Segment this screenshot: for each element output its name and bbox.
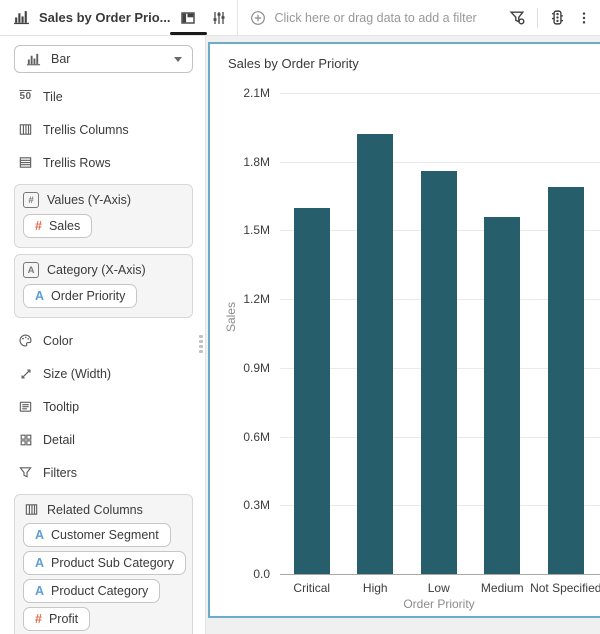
measure-icon: # bbox=[35, 612, 42, 626]
filter-icon[interactable] bbox=[509, 9, 526, 26]
filter-bar[interactable]: Click here or drag data to add a filter bbox=[238, 0, 501, 35]
pill-label: Customer Segment bbox=[51, 528, 159, 542]
chart-type-value: Bar bbox=[51, 52, 71, 66]
funnel-icon bbox=[17, 465, 34, 480]
shelf-label: Tooltip bbox=[43, 399, 80, 414]
section-label: Related Columns bbox=[47, 502, 143, 517]
bar-low[interactable] bbox=[420, 170, 457, 574]
x-axis-tick-label: Critical bbox=[293, 581, 331, 595]
tab-settings-panel[interactable] bbox=[206, 0, 233, 35]
shelf-label: Values (Y-Axis) bbox=[47, 193, 132, 207]
settings-icon[interactable] bbox=[549, 9, 566, 26]
viz-title: Sales by Order Prio... bbox=[39, 10, 171, 25]
pill-product-sub-category[interactable]: A Product Sub Category bbox=[23, 551, 187, 575]
shelf-tile[interactable]: 50 Tile bbox=[14, 80, 193, 113]
y-axis-tick-label: 1.8M bbox=[243, 154, 270, 169]
pill-order-priority[interactable]: A Order Priority bbox=[23, 284, 138, 308]
bar-chart-icon bbox=[13, 9, 30, 26]
bar-not-specified[interactable] bbox=[547, 186, 584, 574]
category-shelf[interactable]: A Category (X-Axis) A Order Priority bbox=[14, 254, 193, 318]
shelf-filters[interactable]: Filters bbox=[14, 456, 193, 489]
bar-chart-icon bbox=[25, 52, 42, 67]
visualization-canvas[interactable]: Sales by Order Priority Sales 0.0 0.3M 0.6… bbox=[208, 42, 600, 618]
x-axis-tick-label: Low bbox=[427, 581, 450, 595]
x-axis-tick-label: Not Specified bbox=[530, 581, 600, 595]
y-axis-tick-label: 1.2M bbox=[243, 292, 270, 307]
shelf-size[interactable]: Size (Width) bbox=[14, 357, 193, 390]
a-box-icon: A bbox=[23, 262, 39, 278]
tile-icon: 50 bbox=[19, 91, 32, 102]
y-axis-tick-label: 0.0 bbox=[253, 567, 270, 581]
attribute-icon: A bbox=[35, 289, 45, 303]
plot-area: 0.0 0.3M 0.6M 0.9M 1.2M 1.5M 1.8M 2.1M Critical H… bbox=[210, 44, 600, 616]
pill-product-category[interactable]: A Product Category bbox=[23, 579, 161, 603]
pill-label: Sales bbox=[48, 219, 81, 233]
tab-grammar-panel[interactable] bbox=[169, 0, 207, 35]
y-axis-tick-label: 2.1M bbox=[243, 86, 270, 100]
chevron-down-icon bbox=[174, 56, 182, 62]
toolbar-actions bbox=[500, 0, 600, 35]
grammar-panel-icon bbox=[180, 10, 196, 26]
trellis-rows-icon bbox=[17, 155, 34, 170]
shelf-label: Filters bbox=[43, 465, 78, 480]
bar-medium[interactable] bbox=[484, 216, 521, 574]
viz-header: Sales by Order Prio... bbox=[0, 0, 238, 35]
pill-label: Profit bbox=[48, 612, 79, 626]
values-shelf[interactable]: # Values (Y-Axis) # Sales bbox=[14, 184, 193, 248]
shelf-label: Color bbox=[43, 333, 73, 348]
related-columns-icon bbox=[23, 502, 39, 517]
gridline bbox=[280, 93, 600, 94]
add-filter-icon bbox=[250, 10, 266, 26]
shelf-label: Size (Width) bbox=[43, 366, 112, 381]
measure-icon: # bbox=[35, 219, 42, 233]
grammar-panel: Bar 50 Tile Trellis Columns Trellis Rows… bbox=[0, 36, 206, 634]
chart-title: Sales by Order Priority bbox=[228, 56, 359, 71]
bar-high[interactable] bbox=[357, 134, 394, 574]
trellis-columns-icon bbox=[17, 122, 34, 137]
detail-grid-icon bbox=[17, 433, 34, 447]
gridline bbox=[280, 161, 600, 163]
sliders-icon bbox=[211, 10, 227, 26]
pill-label: Order Priority bbox=[51, 289, 126, 303]
color-palette-icon bbox=[17, 333, 34, 348]
shelf-trellis-rows[interactable]: Trellis Rows bbox=[14, 146, 193, 179]
x-axis-tick-label: High bbox=[362, 581, 388, 595]
x-axis-tick-label: Medium bbox=[480, 581, 524, 595]
shelf-color[interactable]: Color bbox=[14, 324, 193, 357]
hash-box-icon: # bbox=[23, 192, 39, 208]
toolbar-divider bbox=[537, 7, 538, 28]
panel-resize-handle[interactable] bbox=[199, 335, 203, 353]
shelf-detail[interactable]: Detail bbox=[14, 423, 193, 456]
kebab-menu-icon[interactable] bbox=[577, 10, 591, 26]
related-columns-section: Related Columns A Customer Segment A Pro… bbox=[14, 494, 193, 634]
y-axis-tick-label: 1.5M bbox=[243, 223, 270, 238]
shelf-label: Trellis Columns bbox=[43, 122, 129, 137]
attribute-icon: A bbox=[35, 584, 45, 598]
shelf-label: Category (X-Axis) bbox=[47, 263, 146, 277]
pill-customer-segment[interactable]: A Customer Segment bbox=[23, 523, 171, 547]
x-axis-title: Order Priority bbox=[403, 597, 475, 611]
shelf-label: Trellis Rows bbox=[43, 155, 111, 170]
filter-bar-placeholder: Click here or drag data to add a filter bbox=[274, 10, 477, 25]
shelf-trellis-columns[interactable]: Trellis Columns bbox=[14, 113, 193, 146]
pill-profit[interactable]: # Profit bbox=[23, 607, 91, 631]
bar-critical[interactable] bbox=[293, 207, 330, 574]
shelf-label: Tile bbox=[43, 89, 63, 104]
y-axis-tick-label: 0.6M bbox=[243, 429, 270, 444]
shelf-label: Detail bbox=[43, 432, 75, 447]
y-axis-tick-label: 0.9M bbox=[243, 360, 270, 375]
attribute-icon: A bbox=[35, 556, 45, 570]
pill-label: Product Sub Category bbox=[51, 556, 175, 570]
pill-label: Product Category bbox=[51, 584, 149, 598]
pill-sales[interactable]: # Sales bbox=[23, 214, 93, 238]
x-axis-line bbox=[280, 574, 600, 575]
top-toolbar: Sales by Order Prio... Click here or dra… bbox=[0, 0, 600, 36]
y-axis-tick-label: 0.3M bbox=[243, 498, 270, 513]
shelf-tooltip[interactable]: Tooltip bbox=[14, 390, 193, 423]
attribute-icon: A bbox=[35, 528, 45, 542]
resize-diagonal-icon bbox=[17, 367, 34, 381]
workspace: Bar 50 Tile Trellis Columns Trellis Rows… bbox=[0, 36, 600, 634]
chart-type-select[interactable]: Bar bbox=[14, 45, 193, 73]
tooltip-icon bbox=[17, 399, 34, 414]
